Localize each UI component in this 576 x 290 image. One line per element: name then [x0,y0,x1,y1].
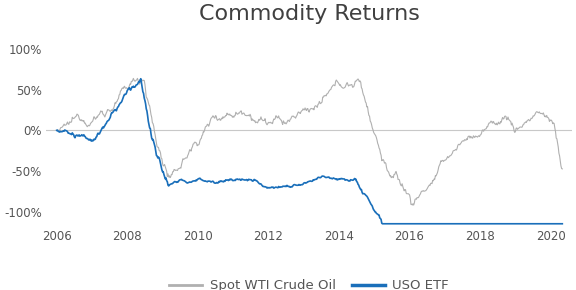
Legend: Spot WTI Crude Oil, USO ETF: Spot WTI Crude Oil, USO ETF [164,274,454,290]
Title: Commodity Returns: Commodity Returns [199,4,419,24]
